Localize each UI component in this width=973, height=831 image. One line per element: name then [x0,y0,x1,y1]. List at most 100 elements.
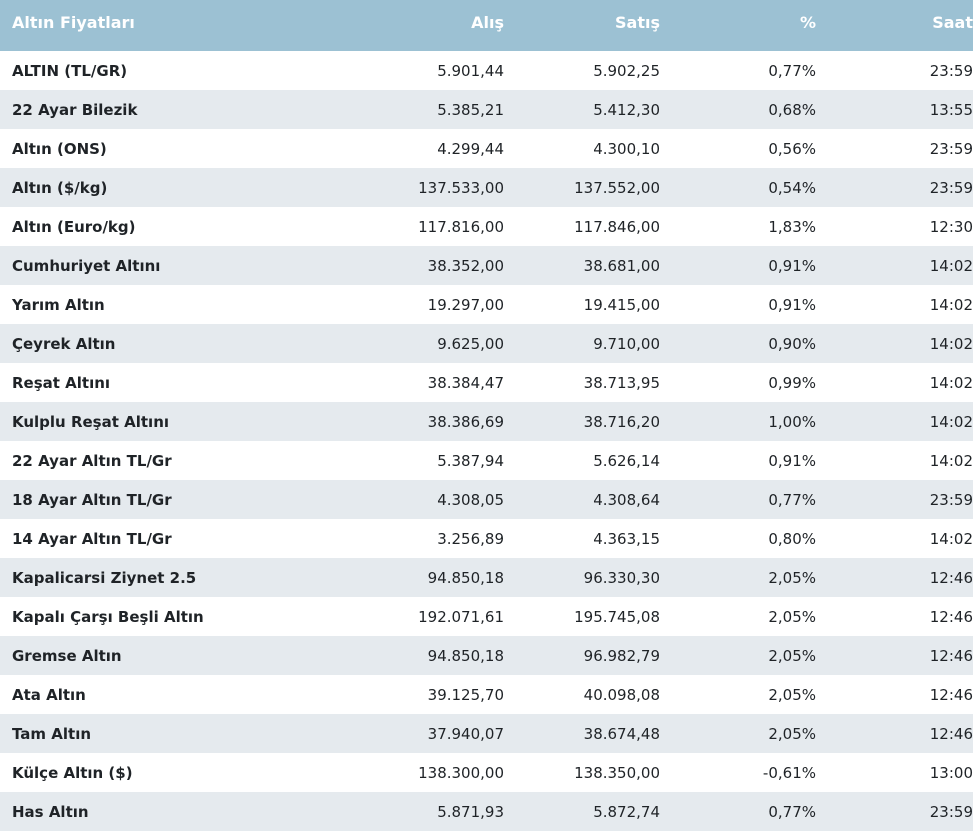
cell-name: Külçe Altın ($) [12,763,133,782]
cell-alis: 138.300,00 [418,763,504,782]
cell-name: Çeyrek Altın [12,334,116,353]
cell-alis: 38.352,00 [427,256,504,275]
table-row[interactable]: Külçe Altın ($) 138.300,00 138.350,00 -0,61… [0,753,973,792]
table-row[interactable]: Cumhuriyet Altını 38.352,00 38.681,00 0,91%… [0,246,973,285]
cell-alis: 5.871,93 [437,802,504,821]
cell-saat: 23:59 [929,139,973,158]
cell-satis: 38.681,00 [583,256,660,275]
cell-name: Gremse Altın [12,646,122,665]
table-row[interactable]: Altın (Euro/kg) 117.816,00 117.846,00 1,83%… [0,207,973,246]
cell-pct: 0,77% [768,802,816,821]
cell-alis: 37.940,07 [427,724,504,743]
table-row[interactable]: Ata Altın 39.125,70 40.098,08 2,05% 12:46 [0,675,973,714]
cell-pct: 2,05% [768,724,816,743]
table-row[interactable]: Kulplu Reşat Altını 38.386,69 38.716,20 1,0… [0,402,973,441]
cell-alis: 117.816,00 [418,217,504,236]
cell-name: Has Altın [12,802,89,821]
header-row: Altın Fiyatları Alış Satış % Saat [0,0,973,51]
table-row[interactable]: Tam Altın 37.940,07 38.674,48 2,05% 12:46 [0,714,973,753]
cell-pct: 0,68% [768,100,816,119]
cell-name: Altın (Euro/kg) [12,217,136,236]
table-row[interactable]: 18 Ayar Altın TL/Gr 4.308,05 4.308,64 0,77%… [0,480,973,519]
table-row[interactable]: 14 Ayar Altın TL/Gr 3.256,89 4.363,15 0,80%… [0,519,973,558]
cell-pct: 2,05% [768,607,816,626]
cell-satis: 5.412,30 [593,100,660,119]
cell-saat: 14:02 [929,529,973,548]
cell-alis: 94.850,18 [427,646,504,665]
table-row[interactable]: 22 Ayar Altın TL/Gr 5.387,94 5.626,14 0,91%… [0,441,973,480]
table-row[interactable]: Yarım Altın 19.297,00 19.415,00 0,91% 14:02 [0,285,973,324]
table-row[interactable]: 22 Ayar Bilezik 5.385,21 5.412,30 0,68% 13:5… [0,90,973,129]
cell-name: ALTIN (TL/GR) [12,61,128,80]
table-row[interactable]: Altın (ONS) 4.299,44 4.300,10 0,56% 23:59 [0,129,973,168]
cell-satis: 38.674,48 [583,724,660,743]
cell-alis: 9.625,00 [437,334,504,353]
cell-pct: 0,91% [768,451,816,470]
cell-alis: 3.256,89 [437,529,504,548]
table-row[interactable]: Altın ($/kg) 137.533,00 137.552,00 0,54% 23:… [0,168,973,207]
cell-satis: 38.716,20 [583,412,660,431]
cell-pct: 0,91% [768,295,816,314]
cell-saat: 23:59 [929,802,973,821]
cell-pct: 0,80% [768,529,816,548]
cell-satis: 4.308,64 [593,490,660,509]
cell-saat: 14:02 [929,412,973,431]
header-saat: Saat [932,13,973,32]
table-row[interactable]: Gremse Altın 94.850,18 96.982,79 2,05% 12:46 [0,636,973,675]
cell-satis: 5.872,74 [593,802,660,821]
cell-pct: 2,05% [768,568,816,587]
cell-satis: 96.330,30 [583,568,660,587]
cell-alis: 4.308,05 [437,490,504,509]
cell-name: 22 Ayar Altın TL/Gr [12,451,172,470]
cell-saat: 13:00 [929,763,973,782]
cell-alis: 5.901,44 [437,61,504,80]
cell-saat: 14:02 [929,451,973,470]
table-row[interactable]: Kapalı Çarşı Beşli Altın 192.071,61 195.74… [0,597,973,636]
cell-alis: 192.071,61 [418,607,504,626]
cell-saat: 14:02 [929,334,973,353]
cell-satis: 40.098,08 [583,685,660,704]
cell-pct: 1,83% [768,217,816,236]
cell-satis: 195.745,08 [574,607,660,626]
cell-name: Kapalı Çarşı Beşli Altın [12,607,204,626]
table-row[interactable]: Kapalicarsi Ziynet 2.5 94.850,18 96.330,30… [0,558,973,597]
cell-satis: 19.415,00 [583,295,660,314]
cell-name: Kapalicarsi Ziynet 2.5 [12,568,197,587]
cell-alis: 94.850,18 [427,568,504,587]
cell-satis: 9.710,00 [593,334,660,353]
cell-name: 14 Ayar Altın TL/Gr [12,529,172,548]
table-row[interactable]: Reşat Altını 38.384,47 38.713,95 0,99% 14:02 [0,363,973,402]
cell-satis: 38.713,95 [583,373,660,392]
cell-satis: 4.300,10 [593,139,660,158]
table-row[interactable]: ALTIN (TL/GR) 5.901,44 5.902,25 0,77% 23:59 [0,51,973,90]
cell-name: Yarım Altın [12,295,105,314]
header-alis: Alış [471,13,504,32]
cell-name: Ata Altın [12,685,86,704]
cell-alis: 19.297,00 [427,295,504,314]
header-satis: Satış [615,13,660,32]
cell-pct: 2,05% [768,646,816,665]
cell-satis: 5.626,14 [593,451,660,470]
cell-saat: 23:59 [929,178,973,197]
cell-name: Altın ($/kg) [12,178,108,197]
cell-satis: 138.350,00 [574,763,660,782]
cell-saat: 12:46 [929,685,973,704]
cell-saat: 13:55 [929,100,973,119]
cell-pct: 2,05% [768,685,816,704]
cell-satis: 117.846,00 [574,217,660,236]
cell-pct: 0,77% [768,61,816,80]
cell-name: 22 Ayar Bilezik [12,100,138,119]
cell-pct: 0,56% [768,139,816,158]
cell-alis: 5.387,94 [437,451,504,470]
cell-satis: 5.902,25 [593,61,660,80]
cell-saat: 12:46 [929,568,973,587]
header-pct: % [799,13,816,32]
table-body: ALTIN (TL/GR) 5.901,44 5.902,25 0,77% 23:59 2… [0,51,973,831]
table-row[interactable]: Çeyrek Altın 9.625,00 9.710,00 0,90% 14:02 [0,324,973,363]
cell-name: 18 Ayar Altın TL/Gr [12,490,172,509]
cell-saat: 12:46 [929,646,973,665]
cell-alis: 39.125,70 [427,685,504,704]
table-row[interactable]: Has Altın 5.871,93 5.872,74 0,77% 23:59 [0,792,973,831]
cell-pct: 1,00% [768,412,816,431]
